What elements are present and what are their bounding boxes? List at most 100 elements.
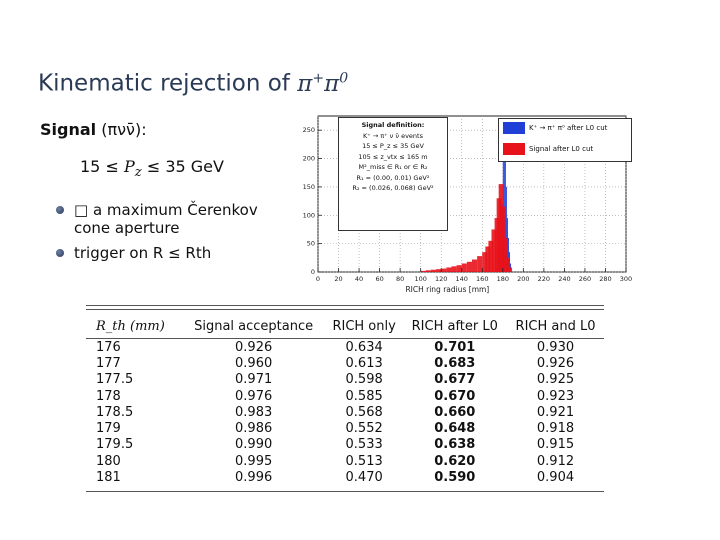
- legend-swatch-red: [503, 143, 525, 155]
- histogram-bar: [461, 263, 467, 272]
- table-cell: 0.976: [235, 388, 273, 404]
- x-tick-label: 0: [316, 275, 320, 283]
- table-cell: 0.971: [235, 372, 273, 388]
- x-tick-label: 40: [355, 275, 363, 283]
- x-tick-label: 300: [620, 275, 632, 283]
- signal-formula: (πνν̄):: [96, 120, 147, 139]
- table-cell: 0.638: [434, 437, 476, 453]
- table-cell: 0.904: [536, 470, 575, 486]
- header-rich-only: RICH only: [332, 318, 396, 334]
- histogram-bar: [466, 261, 472, 272]
- table-cell: 0.590: [434, 470, 476, 486]
- y-tick-label: 200: [303, 155, 315, 163]
- header-rich-after-l0: RICH after L0: [411, 318, 498, 334]
- table-cell: 0.660: [434, 404, 476, 420]
- table-cell: 176: [96, 339, 121, 355]
- table-cell: 0.634: [345, 339, 383, 355]
- histogram-bar: [506, 267, 513, 272]
- bullet-dot-icon: [56, 249, 64, 257]
- table-cell: 179.5: [96, 437, 134, 453]
- signal-definition-box: Signal definition: K⁺ → π⁺ ν ν̄ events 1…: [338, 117, 448, 231]
- title-pi-plus: π+π0: [297, 70, 349, 97]
- chart-legend: K⁺ → π⁺ π⁰ after L0 cut Signal after L0 …: [498, 118, 632, 162]
- table-cell: 178.5: [96, 404, 134, 420]
- sigdef-line: 105 ≤ z_vtx ≤ 165 m: [358, 152, 428, 161]
- histogram-bar: [505, 186, 507, 272]
- table-top-rule: [86, 309, 604, 310]
- table-cell: 0.620: [434, 453, 476, 469]
- table-cell: 0.552: [345, 421, 383, 437]
- table-cell: 180: [96, 453, 121, 469]
- table-row: 179.5 0.990 0.533 0.638 0.915: [86, 437, 604, 453]
- x-tick-label: 280: [599, 275, 611, 283]
- histogram-bar: [504, 257, 510, 272]
- histogram-bar: [485, 246, 491, 272]
- table-cell: 0.533: [345, 437, 383, 453]
- histogram-bar: [477, 256, 483, 272]
- table-cell: 0.996: [235, 470, 273, 486]
- table-cell: 0.986: [235, 421, 273, 437]
- table-row: 178.5 0.983 0.568 0.660 0.921: [86, 404, 604, 420]
- sigdef-line: Signal definition:: [361, 121, 425, 129]
- x-tick-label: 160: [476, 275, 488, 283]
- table-cell: 0.926: [536, 355, 575, 371]
- histogram-bar: [503, 125, 505, 272]
- signal-line: Signal (πνν̄):: [40, 120, 147, 139]
- table-row: 181 0.996 0.470 0.590 0.904: [86, 469, 604, 485]
- x-tick-label: 260: [579, 275, 591, 283]
- x-tick-label: 240: [558, 275, 570, 283]
- sigdef-line: M²_miss ∈ R₁ or ∈ R₂: [358, 163, 428, 171]
- legend-swatch-blue: [503, 122, 525, 134]
- table-cell: 0.960: [235, 355, 273, 371]
- table-row: 177 0.960 0.613 0.683 0.926: [86, 355, 604, 371]
- table-cell: 0.598: [345, 372, 383, 388]
- x-tick-label: 120: [435, 275, 447, 283]
- x-tick-label: 140: [456, 275, 468, 283]
- table-cell: 0.648: [434, 421, 476, 437]
- table-row: 180 0.995 0.513 0.620 0.912: [86, 453, 604, 469]
- bullet-dot-icon: [56, 206, 64, 214]
- pz-range: 15 ≤ Pz ≤ 35 GeV: [80, 157, 224, 181]
- table-cell: 179: [96, 421, 121, 437]
- table-cell: 178: [96, 388, 121, 404]
- x-tick-label: 200: [517, 275, 529, 283]
- x-tick-label: 100: [414, 275, 426, 283]
- histogram-bar: [446, 267, 452, 272]
- table-cell: 0.513: [345, 453, 383, 469]
- signal-label: Signal: [40, 120, 97, 139]
- histogram-bar: [491, 229, 497, 272]
- histogram-bar: [441, 268, 447, 272]
- table-cell: 0.925: [536, 372, 575, 388]
- table-top-rule: [86, 305, 604, 306]
- table-cell: 177.5: [96, 372, 134, 388]
- table-row: 179 0.986 0.552 0.648 0.918: [86, 420, 604, 436]
- x-tick-label: 60: [375, 275, 383, 283]
- histogram-bar: [502, 237, 508, 272]
- table-cell: 0.926: [235, 339, 273, 355]
- slide-title: Kinematic rejection of π+π0: [38, 70, 348, 97]
- results-table: R_th (mm) Signal acceptance RICH only RI…: [86, 314, 604, 486]
- header-rth: R_th (mm): [96, 318, 165, 334]
- sigdef-line: R₂ = (0.026, 0.068) GeV²: [352, 184, 434, 192]
- table-cell: 177: [96, 355, 121, 371]
- table-cell: 0.983: [235, 404, 273, 420]
- bullet-trigger: trigger on R ≤ Rth: [56, 244, 296, 262]
- bullet-list: □ a maximum Čerenkov cone aperture trigg…: [56, 201, 296, 269]
- table-cell: 0.921: [536, 404, 575, 420]
- table-cell: 0.923: [536, 388, 575, 404]
- histogram-bar: [425, 270, 431, 272]
- table-cell: 0.613: [345, 355, 383, 371]
- legend-entry-background: K⁺ → π⁺ π⁰ after L0 cut: [503, 122, 607, 134]
- table-cell: 0.990: [235, 437, 273, 453]
- histogram-bar: [436, 269, 442, 272]
- table-cell: 0.918: [536, 421, 575, 437]
- histogram-bar: [482, 252, 488, 272]
- table-bottom-rule: [86, 491, 604, 492]
- table-cell: 0.568: [345, 404, 383, 420]
- table-row: 178 0.976 0.585 0.670 0.923: [86, 388, 604, 404]
- histogram-bar: [507, 237, 509, 272]
- table-cell: 0.701: [434, 339, 476, 355]
- y-tick-label: 250: [303, 126, 315, 134]
- bullet-cerenkov: □ a maximum Čerenkov cone aperture: [56, 201, 296, 237]
- histogram-bar: [456, 265, 462, 272]
